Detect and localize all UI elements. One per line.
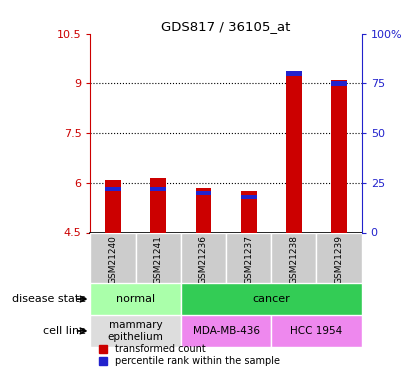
Bar: [241, 195, 256, 199]
Text: MDA-MB-436: MDA-MB-436: [192, 326, 260, 336]
Text: cell line: cell line: [43, 326, 86, 336]
Bar: [331, 80, 347, 232]
Title: GDS817 / 36105_at: GDS817 / 36105_at: [162, 20, 291, 33]
Bar: [196, 190, 211, 195]
Bar: [286, 74, 302, 232]
Bar: [90, 315, 181, 347]
Bar: [271, 315, 362, 347]
Text: GSM21239: GSM21239: [335, 235, 344, 284]
Text: GSM21240: GSM21240: [109, 235, 118, 284]
Bar: [105, 180, 121, 232]
Bar: [316, 232, 362, 283]
Bar: [136, 232, 181, 283]
Bar: [226, 232, 271, 283]
Bar: [331, 81, 347, 86]
Text: HCC 1954: HCC 1954: [290, 326, 343, 336]
Bar: [181, 283, 362, 315]
Text: mammary
epithelium: mammary epithelium: [108, 320, 164, 342]
Text: cancer: cancer: [252, 294, 290, 304]
Text: GSM21241: GSM21241: [154, 235, 163, 284]
Text: normal: normal: [116, 294, 155, 304]
Bar: [286, 71, 302, 76]
Bar: [150, 187, 166, 191]
Text: GSM21237: GSM21237: [244, 235, 253, 284]
Bar: [181, 315, 271, 347]
Bar: [196, 188, 211, 232]
Legend: transformed count, percentile rank within the sample: transformed count, percentile rank withi…: [99, 345, 280, 366]
Bar: [105, 187, 121, 191]
Text: GSM21238: GSM21238: [289, 235, 298, 284]
Bar: [181, 232, 226, 283]
Bar: [90, 283, 181, 315]
Bar: [271, 232, 316, 283]
Bar: [150, 178, 166, 232]
Bar: [241, 191, 256, 232]
Text: disease state: disease state: [12, 294, 86, 304]
Text: GSM21236: GSM21236: [199, 235, 208, 284]
Bar: [90, 232, 136, 283]
